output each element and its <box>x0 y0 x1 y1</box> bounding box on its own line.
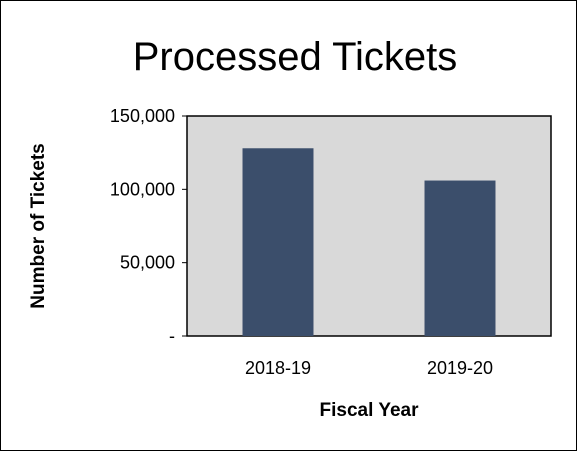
x-axis-ticks: 2018-19 2019-20 <box>245 358 493 378</box>
x-axis-title: Fiscal Year <box>320 400 420 421</box>
y-axis-ticks: - 50,000 100,000 150,000 <box>110 106 187 346</box>
bar-2018-19 <box>242 148 314 336</box>
y-tick-label: 150,000 <box>110 106 175 126</box>
y-tick-label: 100,000 <box>110 179 175 199</box>
y-tick-label: - <box>169 326 175 346</box>
y-axis-title: Number of Tickets <box>28 143 49 308</box>
bar-2019-20 <box>424 180 496 336</box>
bars-group <box>242 148 496 336</box>
x-tick-label: 2019-20 <box>427 358 493 378</box>
chart-title: Processed Tickets <box>133 35 458 79</box>
plot-area <box>186 115 552 337</box>
y-tick-label: 50,000 <box>120 253 175 273</box>
x-tick-label: 2018-19 <box>245 358 311 378</box>
